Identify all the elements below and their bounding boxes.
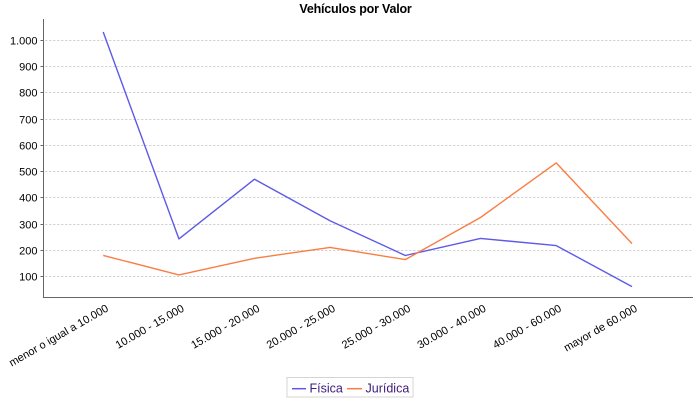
svg-text:300: 300 xyxy=(19,220,37,232)
svg-text:600: 600 xyxy=(19,141,37,153)
svg-text:500: 500 xyxy=(19,167,37,179)
svg-text:700: 700 xyxy=(19,115,37,127)
svg-text:Vehículos por Valor: Vehículos por Valor xyxy=(299,2,412,16)
svg-text:Física: Física xyxy=(310,382,343,396)
svg-text:1.000: 1.000 xyxy=(10,36,38,48)
svg-text:100: 100 xyxy=(19,272,37,284)
svg-text:800: 800 xyxy=(19,88,37,100)
svg-text:900: 900 xyxy=(19,62,37,74)
svg-text:200: 200 xyxy=(19,246,37,258)
svg-text:Jurídica: Jurídica xyxy=(366,382,410,396)
svg-text:400: 400 xyxy=(19,193,37,205)
